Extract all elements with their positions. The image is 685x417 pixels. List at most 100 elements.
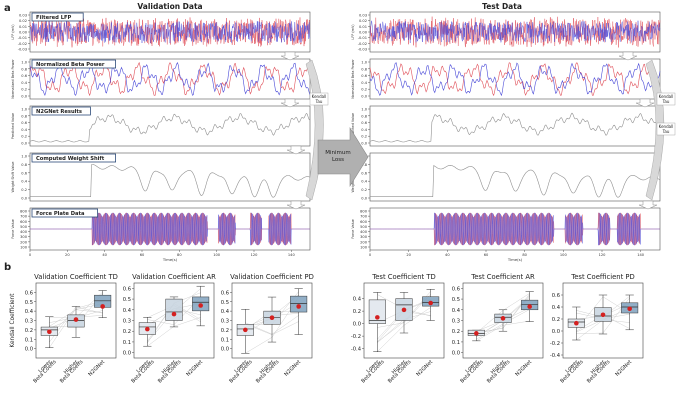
beta-blue-trace	[369, 62, 661, 97]
y-axis-label: Force Value	[351, 219, 355, 239]
y-tick-label: 0.6	[123, 286, 131, 292]
mean-dot	[500, 316, 506, 321]
y-tick-label: -0.2	[351, 334, 361, 340]
mean-dot	[527, 304, 532, 309]
mean-dot	[627, 306, 632, 312]
mean-dot	[243, 327, 248, 333]
y-tick-label: 0.01	[359, 25, 367, 29]
y-axis-label: Kendall Coefficient	[10, 293, 16, 348]
y-tick-label: 0.4	[221, 309, 230, 315]
y-tick-label: 0.6	[21, 121, 27, 125]
row-title: Computed Weight Shift	[36, 156, 105, 162]
y-axis-label: Weight Shift Value	[11, 162, 15, 193]
y-tick-label: 0.0	[221, 347, 229, 353]
y-tick-label: 1.0	[361, 61, 367, 65]
box	[368, 299, 386, 324]
y-tick-label: -0.4	[351, 347, 362, 353]
y-tick-label: 0.6	[361, 121, 367, 125]
row-title-box	[31, 153, 116, 163]
plot-title: Validation Coefficient TD	[34, 273, 118, 281]
minimum-loss-label-1: Minimum	[325, 150, 351, 156]
y-tick-label: 0.8	[361, 163, 367, 167]
y-tick-label: 0.2	[21, 135, 27, 139]
row-title-box	[31, 59, 116, 69]
row-3-test: 1.0 0.8 0.6 0.4 0.2 0.0 Predicted Value	[351, 105, 661, 147]
y-tick-label: 0.8	[21, 114, 27, 118]
plot-title: Test Coefficient PD	[570, 273, 634, 281]
y-tick-label: 0.2	[361, 188, 367, 192]
minimum-loss-arrow	[317, 126, 369, 188]
x-tick-label: 120	[599, 253, 607, 257]
y-tick-label: 1.0	[21, 108, 27, 112]
y-tick-label: 0.4	[21, 81, 27, 85]
row-2-test: 1.0 0.8 0.6 0.4 0.2 0.0 Normalized Beta Power	[351, 59, 661, 100]
y-tick-label: 0.0	[361, 95, 367, 99]
y-tick-label: 0.8	[361, 67, 367, 71]
lfp-blue-trace	[369, 20, 661, 44]
mean-dot	[296, 304, 301, 309]
y-tick-label: 0.6	[452, 286, 460, 292]
y-tick-label: 0.2	[21, 188, 27, 192]
x-tick-label: 100	[213, 253, 221, 257]
y-tick-label: 200	[360, 240, 368, 244]
beta-blue-trace	[29, 61, 311, 97]
row-title-box	[31, 12, 84, 22]
y-tick-label: -0.02	[358, 42, 367, 46]
mean-dot	[47, 329, 52, 335]
y-tick-label: 800	[20, 210, 28, 214]
y-tick-label: 0.6	[221, 290, 229, 296]
plot-title: Validation Coefficient PD	[230, 273, 314, 281]
y-tick-label: 0.3	[123, 319, 131, 325]
y-tick-label: 0.4	[21, 128, 27, 132]
row-title: N2GNet Results	[36, 109, 82, 115]
weight-shift-trace	[370, 164, 661, 198]
row-1-val: 0.030.02 0.01 0.00-0.01 -0.02 -0.03 LFP (mV) F…	[11, 11, 311, 53]
y-tick-label: 200	[20, 240, 28, 244]
y-tick-label: 0.4	[353, 297, 362, 303]
y-tick-label: 0.3	[25, 319, 33, 325]
y-tick-label: 0.4	[452, 308, 461, 314]
y-tick-label: 0.4	[361, 128, 367, 132]
x-tick-label: 120	[251, 253, 259, 257]
y-tick-label: 0.2	[452, 329, 460, 335]
y-tick-label: 1.0	[361, 108, 367, 112]
mean-dot	[73, 317, 79, 322]
y-tick-label: 0.2	[361, 88, 367, 92]
kendall-tau-val-label-1: Kendall	[312, 94, 327, 99]
y-tick-label: -0.03	[18, 48, 27, 52]
x-axis-label: Time(s)	[162, 257, 178, 262]
row-4-val: 1.0 0.8 0.6 0.4 0.2 0.0 Weight Shift Value Comp…	[11, 152, 311, 202]
box-plot-1: Validation Coefficient TD 0.0 0.1 0.2 0.3 0.4…	[10, 273, 118, 385]
row-title: Normalized Beta Power	[36, 62, 105, 68]
y-tick-label: 0.0	[361, 197, 367, 201]
y-tick-label: 700	[20, 215, 28, 219]
y-tick-label: 0.5	[452, 297, 460, 303]
y-tick-label: 0.4	[552, 305, 561, 311]
mean-dot	[145, 326, 150, 332]
validation-title: Validation Data	[137, 2, 202, 11]
force-blue-trace	[370, 212, 660, 246]
x-tick-label: 140	[288, 253, 296, 257]
x-tick-label: 0	[369, 253, 372, 257]
box-plot-3: Validation Coefficient PD 0.0 0.1 0.2 0.3 0.4…	[221, 273, 314, 385]
y-tick-label: 0.2	[21, 88, 27, 92]
mean-dot	[269, 315, 275, 320]
y-tick-label: 800	[360, 210, 368, 214]
lfp-blue-trace	[29, 21, 311, 44]
flow-arrow	[618, 51, 638, 61]
row-title: Filtered LFP	[36, 15, 72, 21]
flow-arrow	[286, 200, 306, 210]
n2gnet-trace	[369, 112, 661, 143]
y-tick-label: -0.2	[550, 341, 560, 347]
y-tick-label: 0.4	[21, 180, 27, 184]
box-plot-4: Test Coefficient TD-0.4-0.20.00.20.4Lowe…	[351, 273, 445, 385]
mean-dot	[428, 300, 433, 306]
y-tick-label: 0.8	[361, 114, 367, 118]
flow-arrow	[280, 98, 300, 108]
row-title-box	[31, 106, 91, 116]
y-tick-label: 0.2	[552, 317, 560, 323]
